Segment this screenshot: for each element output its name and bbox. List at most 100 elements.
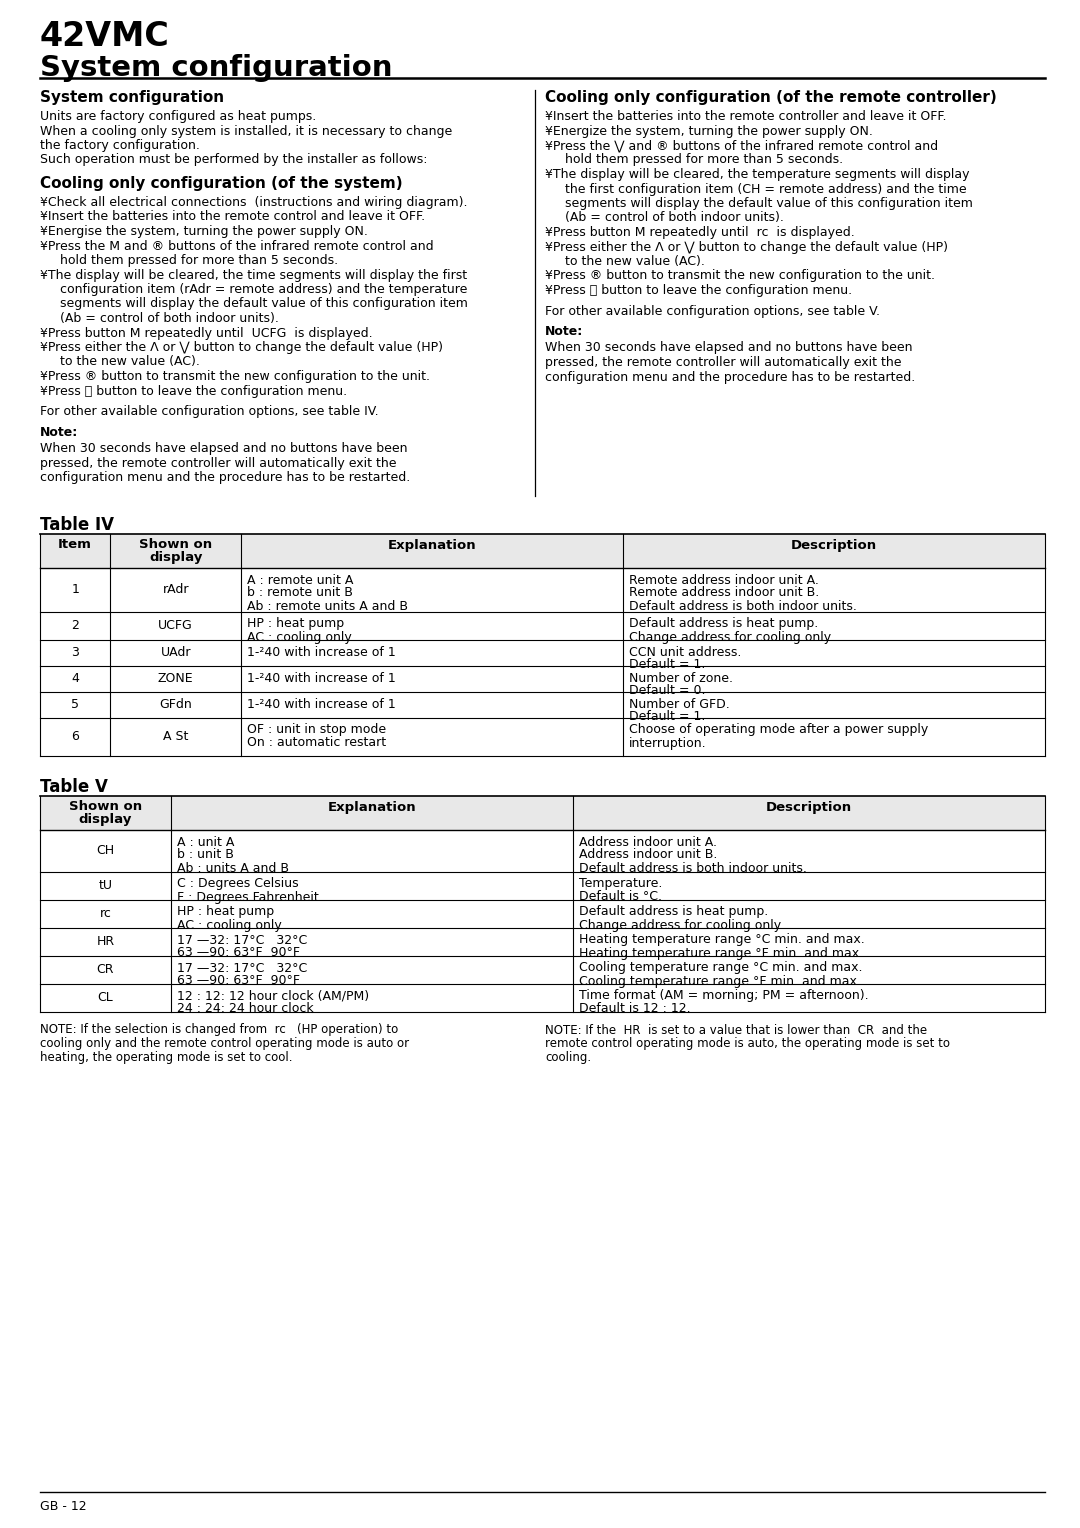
Text: 42VMC: 42VMC [40,20,170,53]
Text: ¥Press ⓘ button to leave the configuration menu.: ¥Press ⓘ button to leave the configurati… [545,284,852,296]
Text: When a cooling only system is installed, it is necessary to change: When a cooling only system is installed,… [40,124,453,138]
Text: HR: HR [96,935,114,947]
Text: segments will display the default value of this configuration item: segments will display the default value … [553,197,973,209]
Text: display: display [149,552,202,564]
Text: HP : heat pump: HP : heat pump [177,906,273,918]
Text: pressed, the remote controller will automatically exit the: pressed, the remote controller will auto… [40,457,396,469]
Text: 3: 3 [71,646,79,659]
Text: ¥Press ⓘ button to leave the configuration menu.: ¥Press ⓘ button to leave the configurati… [40,385,347,397]
Text: ¥Press ® button to transmit the new configuration to the unit.: ¥Press ® button to transmit the new conf… [545,269,935,283]
Text: Table V: Table V [40,778,108,796]
Text: UCFG: UCFG [159,619,193,633]
Text: CL: CL [97,992,113,1004]
Text: Change address for cooling only.: Change address for cooling only. [579,918,783,932]
Text: 24 : 24: 24 hour clock: 24 : 24: 24 hour clock [177,1002,313,1016]
Text: ¥The display will be cleared, the time segments will display the first: ¥The display will be cleared, the time s… [40,269,468,281]
Text: cooling only and the remote control operating mode is auto or: cooling only and the remote control oper… [40,1038,409,1050]
Text: Change address for cooling only.: Change address for cooling only. [629,631,834,643]
Text: rc: rc [99,908,111,920]
Text: 1: 1 [71,584,79,596]
Text: heating, the operating mode is set to cool.: heating, the operating mode is set to co… [40,1051,293,1063]
Text: Number of zone.: Number of zone. [629,671,733,685]
Text: ¥Insert the batteries into the remote controller and leave it OFF.: ¥Insert the batteries into the remote co… [545,110,946,122]
Text: Default = 1.: Default = 1. [629,659,705,671]
Text: b : unit B: b : unit B [177,848,233,862]
Text: HP : heat pump: HP : heat pump [247,617,345,631]
Text: Table IV: Table IV [40,515,114,533]
Text: b : remote unit B: b : remote unit B [247,587,353,599]
Text: Temperature.: Temperature. [579,877,662,891]
Text: UAdr: UAdr [161,646,191,659]
Text: hold them pressed for more than 5 seconds.: hold them pressed for more than 5 second… [553,153,843,167]
Text: Remote address indoor unit A.: Remote address indoor unit A. [629,573,819,587]
Text: Cooling only configuration (of the system): Cooling only configuration (of the syste… [40,176,403,191]
Text: Cooling only configuration (of the remote controller): Cooling only configuration (of the remot… [545,90,997,105]
Text: GFdn: GFdn [160,698,192,711]
Text: Default is 12 : 12.: Default is 12 : 12. [579,1002,690,1016]
Text: segments will display the default value of this configuration item: segments will display the default value … [48,298,468,310]
Text: ¥Press the ⋁ and ® buttons of the infrared remote control and: ¥Press the ⋁ and ® buttons of the infrar… [545,139,939,151]
Text: 2: 2 [71,619,79,633]
Text: 17 —32: 17°C   32°C: 17 —32: 17°C 32°C [177,961,307,975]
Text: Note:: Note: [545,325,583,338]
Text: Ab : remote units A and B: Ab : remote units A and B [247,599,408,613]
Text: ¥Energise the system, turning the power supply ON.: ¥Energise the system, turning the power … [40,225,368,238]
Text: display: display [79,813,132,827]
Text: Description: Description [766,801,852,813]
Text: Description: Description [791,538,877,552]
Text: Cooling temperature range °C min. and max.: Cooling temperature range °C min. and ma… [579,961,862,975]
Text: AC : cooling only: AC : cooling only [177,918,282,932]
Text: the factory configuration.: the factory configuration. [40,139,200,151]
Text: pressed, the remote controller will automatically exit the: pressed, the remote controller will auto… [545,356,902,368]
Text: C : Degrees Celsius: C : Degrees Celsius [177,877,298,891]
Text: Default address is both indoor units.: Default address is both indoor units. [579,862,807,874]
Text: Default = 0.: Default = 0. [629,685,705,697]
Text: Explanation: Explanation [388,538,476,552]
Text: configuration menu and the procedure has to be restarted.: configuration menu and the procedure has… [545,370,915,384]
Text: ¥Insert the batteries into the remote control and leave it OFF.: ¥Insert the batteries into the remote co… [40,211,426,223]
Text: A : unit A: A : unit A [177,836,234,848]
Text: remote control operating mode is auto, the operating mode is set to: remote control operating mode is auto, t… [545,1038,950,1050]
Text: ¥Press button M repeatedly until  rc  is displayed.: ¥Press button M repeatedly until rc is d… [545,226,854,238]
Text: 1-²40 with increase of 1: 1-²40 with increase of 1 [247,697,395,711]
Text: Default address is both indoor units.: Default address is both indoor units. [629,599,856,613]
Text: Units are factory configured as heat pumps.: Units are factory configured as heat pum… [40,110,316,122]
Text: A : remote unit A: A : remote unit A [247,573,353,587]
Text: Note:: Note: [40,425,78,439]
Text: 12 : 12: 12 hour clock (AM/PM): 12 : 12: 12 hour clock (AM/PM) [177,990,368,1002]
Text: ¥Press either the Λ or ⋁ button to change the default value (HP): ¥Press either the Λ or ⋁ button to chang… [40,341,443,354]
Text: For other available configuration options, see table V.: For other available configuration option… [545,304,880,318]
Text: Time format (AM = morning; PM = afternoon).: Time format (AM = morning; PM = afternoo… [579,990,868,1002]
Bar [40,533,1045,567]
Text: NOTE: If the selection is changed from  rc   (HP operation) to: NOTE: If the selection is changed from r… [40,1024,399,1036]
Text: Heating temperature range °F min. and max.: Heating temperature range °F min. and ma… [579,946,863,960]
Text: ¥Check all electrical connections  (instructions and wiring diagram).: ¥Check all electrical connections (instr… [40,196,468,209]
Text: Explanation: Explanation [327,801,416,813]
Text: Shown on: Shown on [69,801,141,813]
Text: Ab : units A and B: Ab : units A and B [177,862,288,874]
Text: Item: Item [58,538,92,552]
Text: Choose of operating mode after a power supply: Choose of operating mode after a power s… [629,723,928,736]
Text: AC : cooling only: AC : cooling only [247,631,352,643]
Text: to the new value (AC).: to the new value (AC). [553,255,705,267]
Text: CR: CR [96,963,114,976]
Text: hold them pressed for more than 5 seconds.: hold them pressed for more than 5 second… [48,254,338,267]
Text: F : Degrees Fahrenheit: F : Degrees Fahrenheit [177,891,319,903]
Bar [40,796,1045,830]
Text: 4: 4 [71,672,79,685]
Text: ¥Press ® button to transmit the new configuration to the unit.: ¥Press ® button to transmit the new conf… [40,370,430,384]
Text: Such operation must be performed by the installer as follows:: Such operation must be performed by the … [40,153,428,167]
Text: OF : unit in stop mode: OF : unit in stop mode [247,723,387,736]
Text: When 30 seconds have elapsed and no buttons have been: When 30 seconds have elapsed and no butt… [545,341,913,354]
Text: CCN unit address.: CCN unit address. [629,645,741,659]
Text: CH: CH [96,843,114,857]
Text: configuration item (rAdr = remote address) and the temperature: configuration item (rAdr = remote addres… [48,283,468,296]
Text: Default = 1.: Default = 1. [629,711,705,723]
Text: Remote address indoor unit B.: Remote address indoor unit B. [629,587,819,599]
Text: Default address is heat pump.: Default address is heat pump. [629,617,819,631]
Text: For other available configuration options, see table IV.: For other available configuration option… [40,405,379,419]
Text: ¥Energize the system, turning the power supply ON.: ¥Energize the system, turning the power … [545,124,873,138]
Text: ¥The display will be cleared, the temperature segments will display: ¥The display will be cleared, the temper… [545,168,970,180]
Text: NOTE: If the  HR  is set to a value that is lower than  CR  and the: NOTE: If the HR is set to a value that i… [545,1024,927,1036]
Text: Address indoor unit A.: Address indoor unit A. [579,836,717,848]
